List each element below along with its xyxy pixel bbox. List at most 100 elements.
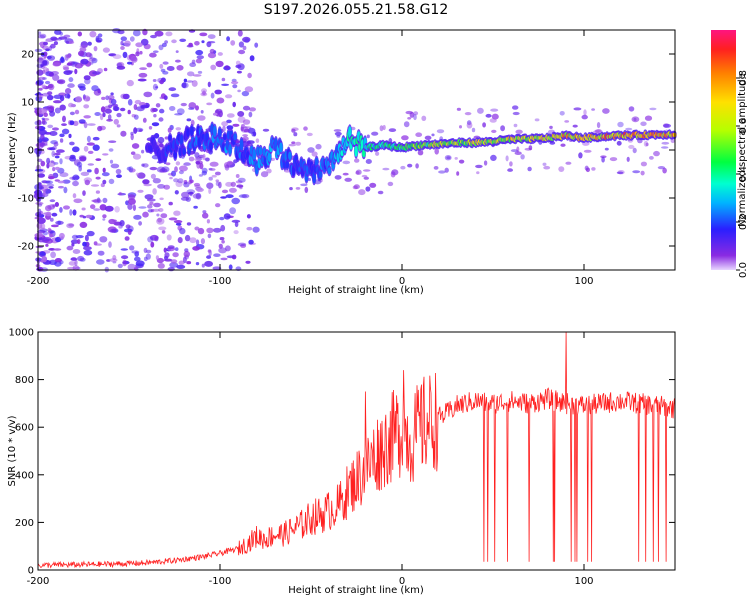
noise-blob	[235, 60, 241, 66]
noise-blob	[289, 187, 293, 191]
noise-blob	[68, 223, 75, 227]
noise-blob	[95, 190, 100, 194]
noise-blob	[355, 170, 360, 175]
noise-blob	[109, 258, 118, 262]
noise-blob	[225, 245, 231, 252]
spectrogram-x-ticks: -200 -100 0 100	[27, 30, 594, 287]
noise-blob	[200, 110, 204, 114]
noise-blob	[181, 82, 187, 89]
noise-blob	[151, 122, 160, 127]
noise-blob	[219, 237, 225, 241]
noise-blob	[113, 118, 120, 125]
noise-blob	[400, 165, 406, 170]
noise-blob	[161, 42, 167, 48]
noise-blob	[156, 166, 166, 173]
ridge-mark	[258, 146, 263, 155]
noise-blob	[86, 169, 92, 173]
noise-blob	[354, 158, 360, 163]
noise-blob	[215, 181, 220, 187]
noise-blob	[617, 121, 624, 128]
noise-blob	[196, 239, 200, 246]
noise-blob	[226, 125, 234, 130]
y-tick-label: 600	[15, 423, 34, 434]
noise-blob	[209, 168, 216, 171]
noise-blob	[132, 29, 141, 37]
noise-blob	[122, 51, 128, 59]
noise-blob	[127, 230, 132, 235]
noise-blob	[48, 248, 55, 251]
noise-blob	[231, 81, 239, 85]
noise-blob	[248, 111, 253, 118]
noise-blob	[237, 111, 245, 117]
noise-blob	[57, 220, 61, 225]
noise-blob	[401, 135, 409, 141]
noise-blob	[34, 233, 44, 238]
noise-blob	[87, 41, 92, 46]
noise-blob	[365, 186, 371, 192]
noise-blob	[152, 79, 157, 82]
noise-blob	[143, 256, 148, 262]
noise-blob	[110, 98, 117, 105]
ridge-mark	[223, 134, 227, 141]
noise-blob	[137, 78, 147, 82]
noise-blob	[444, 167, 449, 173]
noise-blob	[51, 150, 56, 157]
y-tick-label: 20	[21, 50, 34, 61]
noise-blob	[363, 169, 371, 172]
noise-blob	[107, 114, 112, 121]
noise-blob	[382, 124, 386, 131]
noise-blob	[81, 207, 86, 211]
noise-blob	[71, 176, 76, 181]
noise-blob	[120, 36, 128, 42]
noise-blob	[119, 220, 125, 227]
noise-blob	[73, 198, 83, 204]
noise-blob	[168, 87, 177, 92]
noise-blob	[573, 107, 582, 111]
noise-blob	[438, 170, 446, 174]
noise-blob	[342, 172, 349, 176]
noise-blob	[165, 162, 171, 166]
ridge-mark	[327, 167, 332, 175]
noise-blob	[67, 266, 76, 270]
noise-blob	[53, 94, 63, 100]
noise-blob	[131, 250, 140, 254]
noise-blob	[565, 161, 572, 165]
noise-blob	[110, 103, 119, 107]
noise-blob	[41, 256, 48, 263]
noise-blob	[186, 118, 192, 122]
noise-blob	[243, 126, 252, 129]
noise-blob	[124, 40, 131, 47]
noise-blob	[211, 174, 217, 178]
snr-x-ticks: -200 -100 0 100	[27, 332, 594, 587]
spectrogram-y-ticks: -20 -10 0 10 20	[18, 50, 675, 253]
noise-blob	[228, 187, 237, 193]
noise-blob	[59, 172, 69, 178]
noise-blob	[54, 258, 62, 263]
noise-blob	[72, 120, 79, 126]
noise-blob	[534, 118, 540, 122]
noise-blob	[150, 34, 157, 39]
noise-blob	[196, 55, 204, 60]
noise-blob	[206, 41, 212, 48]
noise-blob	[47, 227, 52, 232]
spectrogram-y-label: Frequency (Hz)	[7, 112, 18, 188]
noise-blob	[90, 184, 100, 187]
noise-blob	[247, 72, 252, 79]
colorbar-tick-label: 0.6	[738, 118, 749, 134]
noise-blob	[159, 143, 164, 148]
noise-blob	[167, 127, 172, 133]
noise-blob	[120, 107, 126, 112]
noise-blob	[172, 252, 179, 258]
noise-blob	[50, 160, 55, 164]
noise-blob	[41, 117, 45, 121]
noise-blob	[195, 192, 202, 200]
noise-blob	[657, 166, 666, 170]
noise-blob	[270, 157, 275, 161]
noise-blob	[663, 123, 671, 128]
noise-blob	[421, 115, 427, 122]
noise-blob	[80, 171, 90, 176]
noise-blob	[115, 168, 122, 175]
noise-blob	[52, 74, 60, 81]
noise-blob	[173, 210, 181, 216]
noise-blob	[214, 171, 221, 176]
